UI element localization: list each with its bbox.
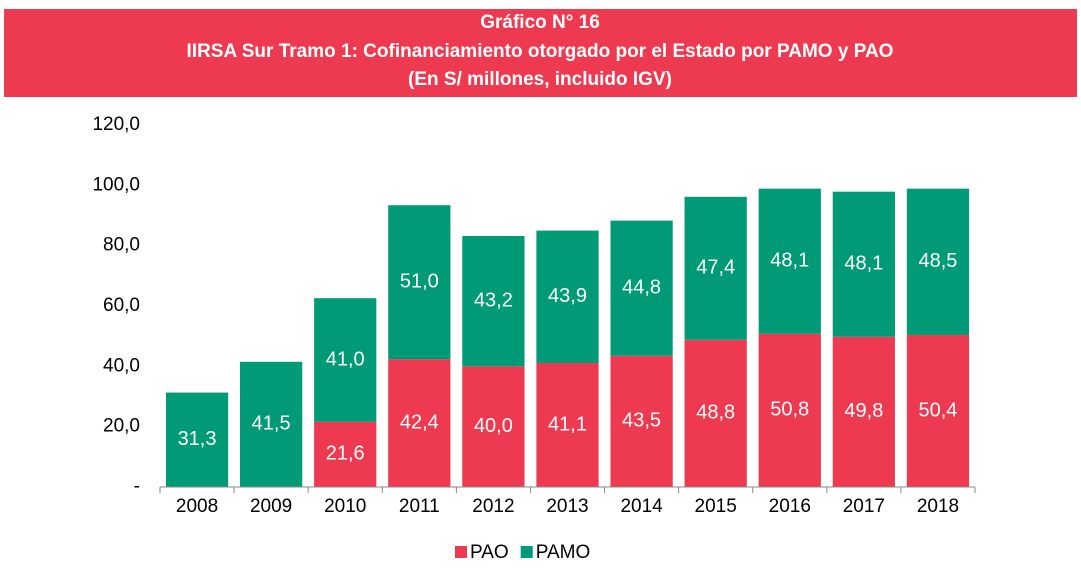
bar-segment <box>388 205 451 360</box>
bar-segment <box>832 336 895 487</box>
bar-segment <box>832 191 895 337</box>
bar-segment <box>536 363 599 487</box>
data-label: 42,4 <box>400 411 439 433</box>
data-label: 48,1 <box>844 253 883 275</box>
x-tick-label: 2011 <box>399 496 440 517</box>
legend-label: PAO <box>470 542 509 563</box>
data-label: 50,4 <box>918 399 957 421</box>
data-label: 43,5 <box>622 410 661 432</box>
bar-segment <box>758 333 821 487</box>
y-tick-label: 40,0 <box>103 355 140 376</box>
data-label: 21,6 <box>326 443 365 465</box>
bar-segment <box>536 230 599 364</box>
data-label: 48,1 <box>770 249 809 271</box>
data-label: 43,9 <box>548 285 587 307</box>
legend-swatch <box>520 546 533 558</box>
y-tick-label: 100,0 <box>92 174 140 195</box>
x-tick-label: 2012 <box>472 496 514 517</box>
bar-segment <box>462 366 525 487</box>
data-label: 48,8 <box>696 402 735 424</box>
bar-segment <box>610 355 673 487</box>
legend-swatch <box>455 546 467 558</box>
bar-segment <box>314 421 377 487</box>
bar-segment <box>610 220 673 356</box>
bar-segment <box>906 188 970 335</box>
x-tick-label: 2016 <box>769 496 811 517</box>
data-label: 51,0 <box>400 270 439 292</box>
data-label: 43,2 <box>474 289 513 311</box>
chart-title: Gráfico N° 16 <box>480 12 600 33</box>
legend-label: PAMO <box>536 542 591 563</box>
bar-segment <box>758 188 821 334</box>
chart-subtitle: IIRSA Sur Tramo 1: Cofinanciamiento otor… <box>187 41 894 62</box>
x-tick-label: 2018 <box>917 496 959 517</box>
data-label: 41,5 <box>252 413 291 435</box>
x-tick-label: 2017 <box>843 496 885 517</box>
data-label: 44,8 <box>622 276 661 298</box>
bar-segment <box>906 334 970 487</box>
bar-segment <box>462 236 525 367</box>
x-tick-label: 2014 <box>620 496 663 517</box>
x-tick-label: 2009 <box>250 496 292 517</box>
chart-subtitle: (En S/ millones, incluido IGV) <box>408 69 672 90</box>
y-tick-label: 120,0 <box>92 114 140 135</box>
x-tick-label: 2013 <box>546 496 588 517</box>
header-band <box>4 9 1077 97</box>
data-label: 50,8 <box>770 399 809 421</box>
y-tick-label: - <box>134 476 140 497</box>
bar-segment <box>165 392 229 487</box>
data-label: 48,5 <box>918 250 957 272</box>
bar-segment <box>684 339 747 487</box>
y-tick-label: 80,0 <box>103 235 140 256</box>
y-tick-label: 60,0 <box>103 295 140 316</box>
bar-segment <box>240 361 303 487</box>
y-tick-label: 20,0 <box>103 416 140 437</box>
data-label: 47,4 <box>696 257 735 279</box>
data-label: 41,1 <box>548 413 587 435</box>
data-label: 40,0 <box>474 415 513 437</box>
x-tick-label: 2010 <box>324 496 366 517</box>
data-label: 31,3 <box>178 428 217 450</box>
x-tick-label: 2015 <box>695 496 737 517</box>
bar-segment <box>684 196 747 340</box>
bar-segment <box>314 298 377 422</box>
data-label: 49,8 <box>844 400 883 422</box>
data-label: 41,0 <box>326 348 365 370</box>
bar-segment <box>388 359 451 487</box>
x-tick-label: 2008 <box>176 496 218 517</box>
